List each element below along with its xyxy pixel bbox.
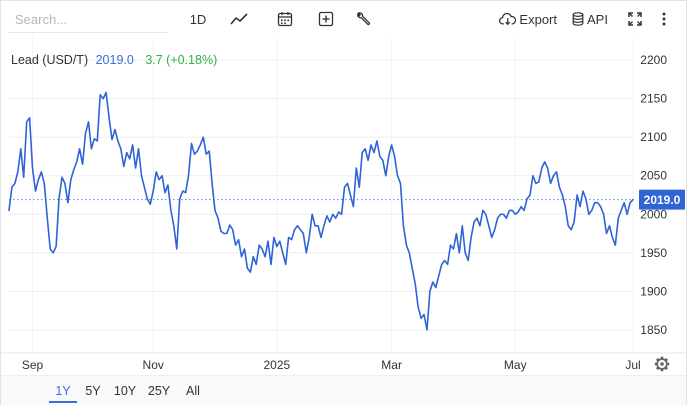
more-vertical-icon bbox=[662, 12, 666, 26]
calendar-button[interactable] bbox=[275, 9, 295, 29]
range-label: 25Y bbox=[147, 384, 171, 398]
legend-change: 3.7 (+0.18%) bbox=[145, 53, 218, 67]
y-tick-label: 2200 bbox=[640, 53, 667, 67]
price-tag-label: 2019.0 bbox=[644, 193, 681, 207]
range-label: 5Y bbox=[85, 384, 101, 398]
cloud-download-icon bbox=[499, 12, 517, 26]
instrument-name: Lead (USD/T) bbox=[11, 53, 89, 67]
add-box-icon bbox=[318, 11, 334, 27]
interval-label: 1D bbox=[189, 11, 207, 27]
y-tick-label: 1950 bbox=[640, 246, 667, 260]
range-10y-button[interactable]: 10Y bbox=[111, 381, 139, 401]
x-tick-label: May bbox=[504, 358, 527, 372]
export-button[interactable]: Export bbox=[499, 9, 557, 29]
export-label: Export bbox=[519, 11, 557, 27]
legend-price: 2019.0 bbox=[95, 53, 134, 67]
y-tick-label: 2050 bbox=[640, 169, 667, 183]
indicators-button[interactable] bbox=[353, 9, 373, 29]
price-tag-background bbox=[639, 189, 685, 210]
settings-icon[interactable] bbox=[654, 356, 670, 372]
x-tick-label: Jul bbox=[625, 358, 640, 372]
range-5y-button[interactable]: 5Y bbox=[81, 381, 105, 401]
y-tick-label: 2100 bbox=[640, 130, 667, 144]
chart-area: 1850 1900 1950 2000 2050 2100 2150 2200 Sep Nov 20… bbox=[1, 37, 686, 375]
more-menu-button[interactable] bbox=[657, 9, 671, 29]
x-tick-label: Mar bbox=[381, 358, 402, 372]
chart-type-button[interactable] bbox=[229, 9, 249, 29]
x-tick-label: 2025 bbox=[263, 358, 290, 372]
interval-button[interactable]: 1D bbox=[184, 9, 212, 29]
range-all-button[interactable]: All bbox=[181, 381, 205, 401]
range-label: All bbox=[186, 384, 200, 398]
y-tick-label: 1850 bbox=[640, 323, 667, 337]
chart-legend: Lead (USD/T) 2019.0 3.7 (+0.18%) bbox=[11, 53, 217, 67]
y-tick-label: 2000 bbox=[640, 207, 667, 221]
search-input[interactable] bbox=[9, 7, 167, 33]
compare-button[interactable] bbox=[316, 9, 336, 29]
y-tick-label: 2150 bbox=[640, 92, 667, 106]
range-1y-button[interactable]: 1Y bbox=[49, 381, 77, 401]
price-chart[interactable]: 1850 1900 1950 2000 2050 2100 2150 2200 Sep Nov 20… bbox=[1, 37, 686, 375]
active-range-indicator bbox=[49, 401, 77, 403]
line-chart-icon bbox=[230, 13, 248, 25]
range-label: 10Y bbox=[113, 384, 137, 398]
range-label: 1Y bbox=[55, 384, 71, 398]
wrench-icon bbox=[357, 12, 371, 26]
database-icon bbox=[572, 12, 584, 26]
range-selector: 1Y 5Y 10Y 25Y All bbox=[1, 375, 686, 405]
price-series-line bbox=[8, 91, 634, 331]
api-label: API bbox=[587, 11, 608, 27]
x-tick-label: Nov bbox=[143, 358, 164, 372]
range-25y-button[interactable]: 25Y bbox=[145, 381, 173, 401]
fullscreen-button[interactable] bbox=[625, 9, 645, 29]
y-tick-label: 1900 bbox=[640, 284, 667, 298]
fullscreen-icon bbox=[628, 12, 642, 26]
toolbar: 1D bbox=[1, 1, 686, 37]
x-tick-label: Sep bbox=[22, 358, 44, 372]
calendar-icon bbox=[277, 12, 293, 27]
api-button[interactable]: API bbox=[571, 9, 609, 29]
